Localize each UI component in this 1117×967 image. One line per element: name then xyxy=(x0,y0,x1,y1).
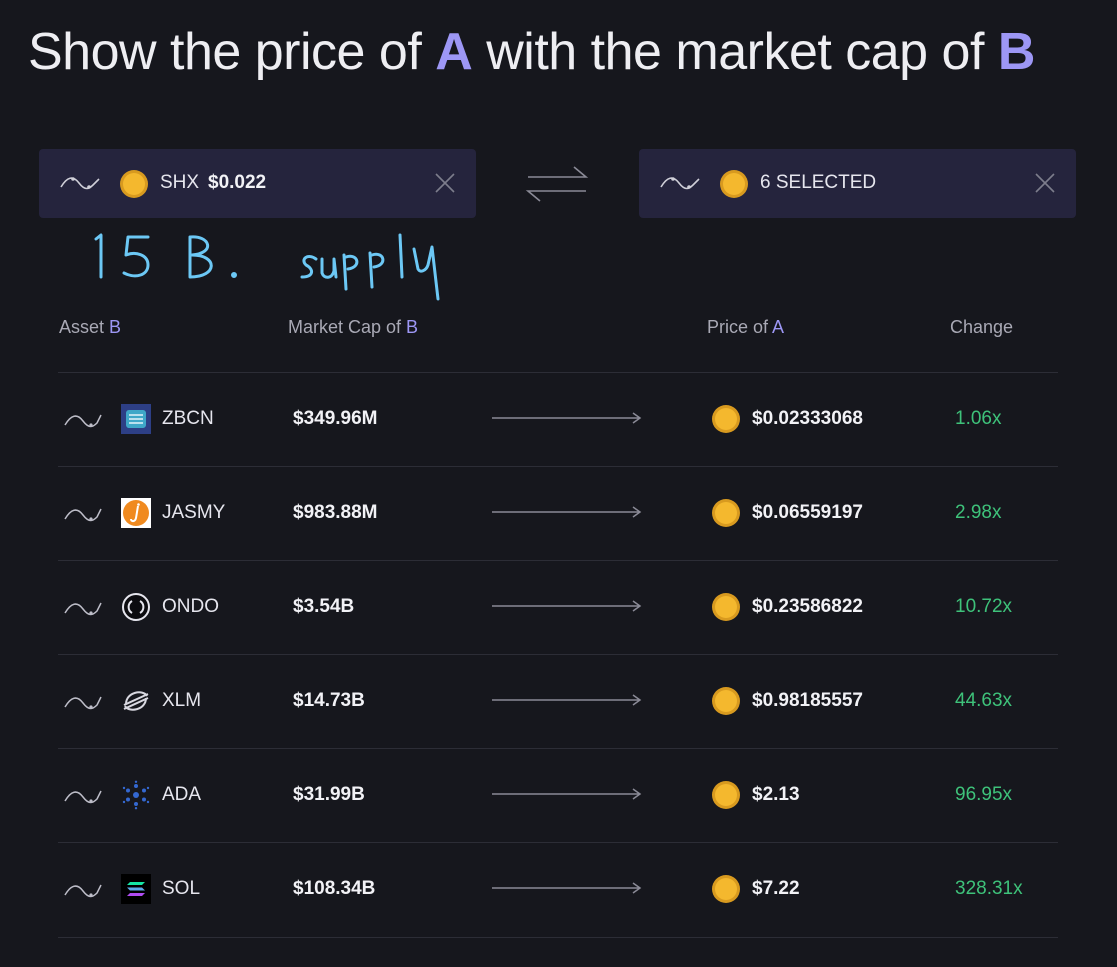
coin-icon xyxy=(711,780,741,815)
asset-ticker: XLM xyxy=(162,690,202,711)
asset-a-symbol: SHX xyxy=(160,172,200,193)
market-cap: $349.96M xyxy=(293,408,378,429)
market-cap: $3.54B xyxy=(293,596,355,617)
close-icon[interactable] xyxy=(1034,172,1056,199)
asset-ticker: ONDO xyxy=(162,596,219,617)
swap-icon[interactable] xyxy=(524,163,590,210)
column-header-change: Change xyxy=(950,317,1014,337)
arrow-right-icon xyxy=(490,505,644,523)
coin-icon xyxy=(711,874,741,909)
price-value: $7.22 xyxy=(752,878,800,899)
column-header-asset: Asset B xyxy=(59,317,122,337)
change-multiplier: 10.72x xyxy=(955,596,1013,617)
sparkline-icon[interactable] xyxy=(63,785,103,812)
sparkline-icon[interactable] xyxy=(659,171,701,200)
change-multiplier: 1.06x xyxy=(955,408,1002,429)
market-cap: $31.99B xyxy=(293,784,365,805)
price-value: $0.06559197 xyxy=(752,502,863,523)
arrow-right-icon xyxy=(490,693,644,711)
market-cap: $108.34B xyxy=(293,878,376,899)
table-row[interactable]: ZBCN $349.96M $0.02333068 1.06x xyxy=(58,372,1058,467)
asset-ticker: ADA xyxy=(162,784,202,805)
shx-coin-icon xyxy=(119,169,149,204)
table-row[interactable]: JASMY $983.88M $0.06559197 2.98x xyxy=(58,466,1058,561)
handwritten-note xyxy=(92,225,452,310)
headline-a: A xyxy=(435,23,473,81)
change-multiplier: 44.63x xyxy=(955,690,1013,711)
coin-icon xyxy=(719,169,749,204)
asset-a-selector[interactable]: SHX $0.022 xyxy=(39,149,476,218)
sol-logo-icon xyxy=(121,874,151,904)
market-cap: $14.73B xyxy=(293,690,365,711)
headline-b: B xyxy=(997,23,1036,81)
sparkline-icon[interactable] xyxy=(63,879,103,906)
column-header-market-cap: Market Cap of B xyxy=(288,317,419,337)
sparkline-icon[interactable] xyxy=(63,691,103,718)
column-header-price: Price of A xyxy=(707,317,785,337)
zbcn-logo-icon xyxy=(121,404,151,434)
asset-b-selection-count: 6 SELECTED xyxy=(760,172,877,193)
sparkline-icon[interactable] xyxy=(59,171,101,200)
asset-b-selector[interactable]: 6 SELECTED xyxy=(639,149,1076,218)
asset-ticker: ZBCN xyxy=(162,408,214,429)
price-value: $0.98185557 xyxy=(752,690,863,711)
arrow-right-icon xyxy=(490,599,644,617)
table-row[interactable]: ADA $31.99B $2.13 96.95x xyxy=(58,748,1058,843)
coin-icon xyxy=(711,686,741,721)
ada-logo-icon xyxy=(121,780,151,810)
arrow-right-icon xyxy=(490,411,644,429)
sparkline-icon[interactable] xyxy=(63,597,103,624)
price-value: $0.23586822 xyxy=(752,596,863,617)
price-value: $2.13 xyxy=(752,784,800,805)
asset-a-price: $0.022 xyxy=(208,172,267,193)
table-row[interactable]: SOL $108.34B $7.22 328.31x xyxy=(58,842,1058,938)
market-cap: $983.88M xyxy=(293,502,378,523)
arrow-right-icon xyxy=(490,881,644,899)
sparkline-icon[interactable] xyxy=(63,503,103,530)
asset-ticker: JASMY xyxy=(162,502,226,523)
table-row[interactable]: ONDO $3.54B $0.23586822 10.72x xyxy=(58,560,1058,655)
xlm-logo-icon xyxy=(121,686,151,716)
arrow-right-icon xyxy=(490,787,644,805)
price-value: $0.02333068 xyxy=(752,408,863,429)
change-multiplier: 2.98x xyxy=(955,502,1002,523)
coin-icon xyxy=(711,404,741,439)
page-title: Show the price of A with the market cap … xyxy=(28,23,1036,81)
coin-icon xyxy=(711,498,741,533)
table-row[interactable]: XLM $14.73B $0.98185557 44.63x xyxy=(58,654,1058,749)
ondo-logo-icon xyxy=(121,592,151,622)
asset-ticker: SOL xyxy=(162,878,201,899)
jasmy-logo-icon xyxy=(121,498,151,528)
close-icon[interactable] xyxy=(434,172,456,199)
coin-icon xyxy=(711,592,741,627)
change-multiplier: 328.31x xyxy=(955,878,1023,899)
sparkline-icon[interactable] xyxy=(63,409,103,436)
change-multiplier: 96.95x xyxy=(955,784,1013,805)
